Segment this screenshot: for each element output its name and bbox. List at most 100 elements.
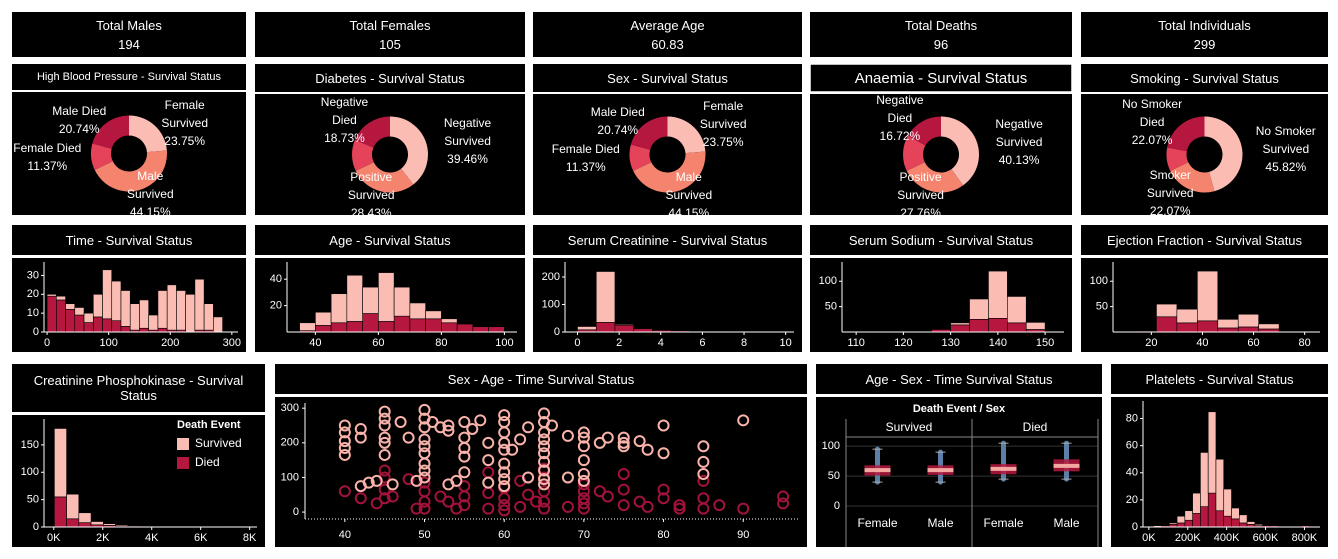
pie-value: 22.07% xyxy=(1131,133,1173,148)
bar xyxy=(194,278,205,331)
bar xyxy=(74,307,85,316)
bar xyxy=(54,428,67,498)
y-tick-label: 200 xyxy=(281,437,299,449)
y-tick-label: 0 xyxy=(33,521,39,533)
pie-slice xyxy=(1170,162,1215,193)
pie-label: Male Died 20.74% xyxy=(42,102,116,138)
bar xyxy=(120,290,131,327)
y-tick-label: 50 xyxy=(825,301,837,313)
bar xyxy=(139,327,149,333)
point xyxy=(514,433,527,446)
kpi-value: 60.83 xyxy=(651,36,684,52)
point xyxy=(697,502,710,515)
x-tick-label: 8K xyxy=(243,532,257,544)
x-tick-label: 80 xyxy=(435,337,447,349)
point xyxy=(498,436,511,449)
pie-slice xyxy=(1204,116,1243,192)
point xyxy=(522,471,535,484)
kpi-tile xyxy=(255,12,525,57)
point xyxy=(498,492,511,505)
bar xyxy=(56,295,66,301)
title-tile xyxy=(533,64,802,92)
chart-title: Creatinine Phosphokinase - Survival Stat… xyxy=(33,373,244,403)
point xyxy=(482,454,495,467)
x-tick-label: 150 xyxy=(1036,337,1054,349)
x-tick-label: 130 xyxy=(941,337,959,349)
bar xyxy=(1238,514,1248,524)
x-tick-label: 200K xyxy=(1175,532,1201,544)
bar xyxy=(200,525,214,527)
group-label: Died xyxy=(1023,420,1048,434)
point xyxy=(601,431,614,444)
pie-category: Male Died xyxy=(52,104,107,119)
pie-slice xyxy=(629,144,652,171)
point xyxy=(402,431,415,444)
point xyxy=(458,450,471,463)
point xyxy=(577,440,590,453)
bar xyxy=(1231,507,1240,520)
point xyxy=(378,464,391,477)
point xyxy=(737,502,750,515)
point xyxy=(657,492,670,505)
point xyxy=(673,499,686,512)
bar xyxy=(65,309,76,333)
point xyxy=(697,467,710,480)
y-tick-label: 150 xyxy=(21,439,39,451)
bar xyxy=(46,293,57,297)
pie-label: Positive Survived 27.76% xyxy=(884,168,958,222)
point xyxy=(458,442,471,455)
x-tick-label: 60 xyxy=(498,529,510,541)
point xyxy=(410,502,423,515)
y-tick-label: 30 xyxy=(27,269,39,281)
legend-label: Survived xyxy=(195,436,242,450)
kpi-value: 96 xyxy=(933,36,949,52)
bar xyxy=(1238,522,1248,528)
bar xyxy=(66,518,80,528)
point xyxy=(633,435,646,448)
bar xyxy=(1215,510,1225,528)
x-tick-label: 40 xyxy=(309,337,321,349)
bar xyxy=(1246,521,1256,525)
point xyxy=(378,405,391,418)
x-tick-label: 0K xyxy=(1142,532,1156,544)
pie-slice xyxy=(352,139,374,171)
pie-value: 44.15% xyxy=(129,205,171,220)
panel-tile xyxy=(12,92,246,215)
bar xyxy=(315,311,332,326)
bar xyxy=(1135,330,1157,332)
point xyxy=(498,409,511,422)
group-label: Survived xyxy=(886,420,933,434)
point xyxy=(354,431,367,444)
bar xyxy=(950,322,970,326)
bar xyxy=(595,271,616,323)
point xyxy=(617,467,630,480)
bar xyxy=(988,317,1008,333)
kpi-tile xyxy=(1081,12,1328,57)
pie-label: Male Survived 44.15% xyxy=(113,167,187,221)
pie-slice xyxy=(941,116,980,186)
point xyxy=(418,476,431,489)
x-tick-label: 4K xyxy=(145,532,159,544)
bar xyxy=(111,280,122,321)
bar xyxy=(346,274,363,322)
bar xyxy=(1007,322,1027,333)
bar xyxy=(1184,519,1193,528)
point xyxy=(530,495,543,508)
point xyxy=(697,440,710,453)
pie-category: Female Died xyxy=(13,141,82,156)
point xyxy=(482,476,495,489)
point xyxy=(418,464,431,477)
x-tick-label: 300 xyxy=(223,337,241,349)
title-tile xyxy=(1111,364,1328,394)
pie-value: 18.73% xyxy=(324,130,365,145)
title-tile xyxy=(816,364,1102,394)
bar xyxy=(969,319,989,333)
title-tile xyxy=(12,64,246,90)
point xyxy=(338,435,351,448)
bar xyxy=(425,310,442,320)
category-label: Male xyxy=(1053,516,1079,530)
x-tick-label: 800K xyxy=(1292,532,1318,544)
x-tick-label: 60 xyxy=(1247,337,1259,349)
y-tick-label: 50 xyxy=(828,470,840,482)
panel-tile xyxy=(1081,94,1328,215)
